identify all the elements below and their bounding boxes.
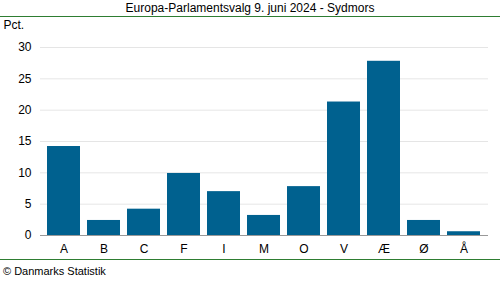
svg-text:30: 30 xyxy=(18,40,32,54)
html-text:© Danmarks Statistik: © Danmarks Statistik xyxy=(3,265,106,277)
svg-text:10: 10 xyxy=(18,166,32,180)
html-text:Europa-Parlamentsvalg 9. juni: Europa-Parlamentsvalg 9. juni 2024 - Syd… xyxy=(125,1,375,15)
svg-text:0: 0 xyxy=(25,228,32,242)
svg-text:O: O xyxy=(299,242,308,256)
svg-text:A: A xyxy=(60,242,68,256)
svg-text:I: I xyxy=(222,242,225,256)
svg-text:Pct.: Pct. xyxy=(4,18,25,32)
svg-text:25: 25 xyxy=(18,72,32,86)
svg-text:5: 5 xyxy=(25,197,32,211)
svg-text:B: B xyxy=(100,242,108,256)
svg-text:M: M xyxy=(259,242,269,256)
svg-text:Ø: Ø xyxy=(419,242,428,256)
svg-text:C: C xyxy=(140,242,149,256)
svg-text:F: F xyxy=(180,242,187,256)
svg-text:Å: Å xyxy=(460,241,468,256)
svg-text:15: 15 xyxy=(18,134,32,148)
svg-text:Æ: Æ xyxy=(378,242,390,256)
svg-text:V: V xyxy=(340,242,348,256)
svg-text:20: 20 xyxy=(18,103,32,117)
